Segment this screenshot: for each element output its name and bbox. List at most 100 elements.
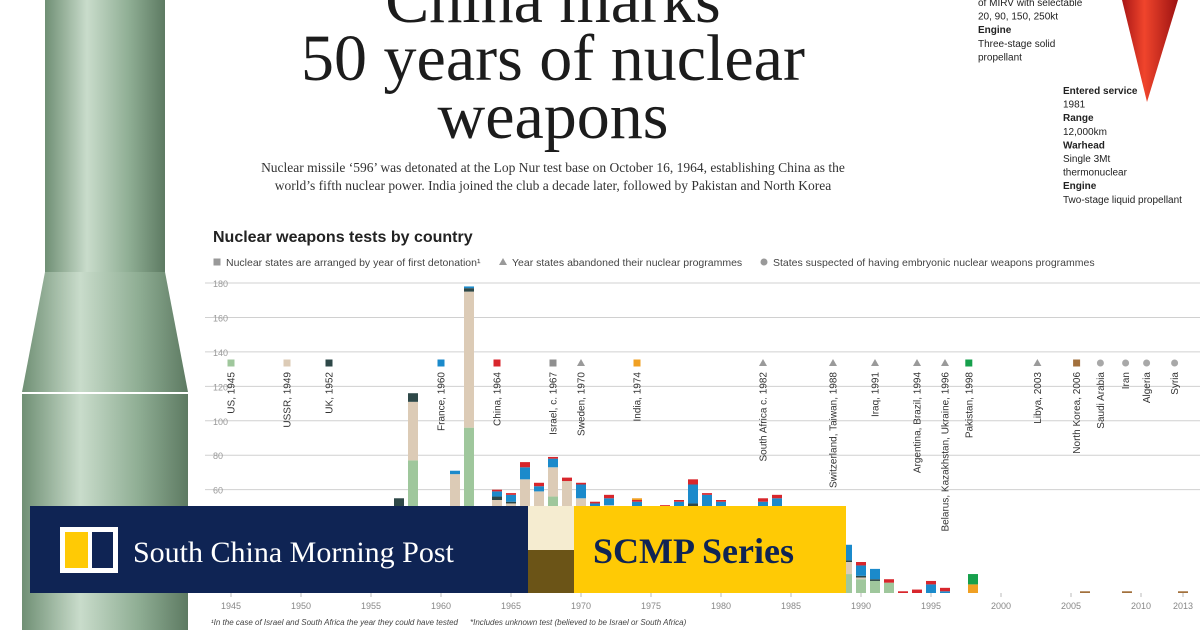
- bar-segment: [590, 501, 600, 504]
- footnote: ¹In the case of Israel and South Africa …: [211, 618, 459, 627]
- y-tick-label: 80: [213, 451, 223, 461]
- bar-segment: [520, 479, 530, 511]
- chart-title: Nuclear weapons tests by country: [213, 229, 473, 246]
- bar-segment: [856, 579, 866, 593]
- bar-segment: [926, 584, 936, 593]
- annotation-label: Saudi Arabia: [1096, 372, 1107, 429]
- bar-segment: [968, 584, 978, 593]
- bar-segment: [758, 498, 768, 502]
- marker: [1073, 359, 1081, 367]
- bar-segment: [464, 288, 474, 292]
- x-tick-label: 1980: [711, 601, 731, 611]
- bar-segment: [856, 577, 866, 580]
- bar-segment: [870, 580, 880, 593]
- bar-segment: [870, 568, 880, 580]
- marker: [437, 359, 445, 367]
- marker: [499, 258, 507, 265]
- logo: [65, 532, 88, 568]
- spec-line: 1981: [1063, 100, 1086, 111]
- spec-line: Warhead: [1063, 140, 1105, 151]
- annotation-label: Switzerland, Taiwan, 1988: [829, 372, 840, 488]
- banner-gap: [528, 550, 574, 593]
- series-name: SCMP Series: [593, 531, 794, 571]
- x-tick-label: 1985: [781, 601, 801, 611]
- bar-segment: [968, 574, 978, 585]
- bar-segment: [548, 458, 558, 468]
- bar-segment: [534, 482, 544, 487]
- bar-segment: [772, 498, 782, 513]
- bar-segment: [940, 591, 950, 593]
- marker: [1171, 359, 1179, 367]
- marker: [913, 359, 921, 366]
- x-tick-label: 2000: [991, 601, 1011, 611]
- spec-line: Three-stage solid: [978, 39, 1055, 50]
- bar-segment: [562, 477, 572, 482]
- bar-segment: [856, 565, 866, 576]
- title-line: China marks: [385, 0, 720, 37]
- x-tick-label: 1955: [361, 601, 381, 611]
- bar-segment: [604, 498, 614, 506]
- annotation-label: India, 1974: [633, 372, 644, 422]
- spec-line: Entered service: [1063, 86, 1138, 97]
- specs: of MIRV with selectable 20, 90, 150, 250k…: [978, 0, 1182, 206]
- bar-segment: [926, 580, 936, 585]
- x-tick-label: 1990: [851, 601, 871, 611]
- marker: [941, 359, 949, 366]
- bar-segment: [492, 489, 502, 492]
- bar-segment: [604, 494, 614, 499]
- bar-segment: [702, 493, 712, 495]
- annotation-label: Belarus, Kazakhstan, Ukraine, 1996: [941, 372, 952, 532]
- bar-segment: [912, 589, 922, 593]
- bar-segment: [842, 562, 852, 575]
- marker: [1143, 359, 1151, 367]
- spec-line: Range: [1063, 113, 1094, 124]
- marker: [227, 359, 235, 367]
- bar-segment: [1080, 591, 1090, 593]
- bar-segment: [688, 479, 698, 485]
- annotation-label: Argentina, Brazil, 1994: [913, 372, 924, 474]
- warhead-tip: [1122, 0, 1178, 102]
- bar-segment: [940, 587, 950, 592]
- x-tick-label: 1960: [431, 601, 451, 611]
- bar-segment: [506, 493, 516, 495]
- bar-segment: [576, 484, 586, 499]
- bar-segment: [520, 462, 530, 468]
- marker: [577, 359, 585, 366]
- annotation-label: China, 1964: [493, 372, 504, 426]
- spec-line: of MIRV with selectable: [978, 0, 1083, 9]
- x-tick-label: 1945: [221, 601, 241, 611]
- annotation-label: Iran: [1121, 372, 1132, 389]
- publisher: South China Morning Post: [133, 536, 455, 569]
- subtitle-line: world’s fifth nuclear power. India joine…: [275, 178, 832, 193]
- bar-segment: [632, 498, 642, 500]
- bar-segment: [408, 401, 418, 461]
- annotation-label: US, 1945: [227, 372, 238, 414]
- subtitle-line: Nuclear missile ‘596’ was detonated at t…: [261, 160, 845, 175]
- bar-segment: [870, 579, 880, 581]
- bar-segment: [492, 496, 502, 500]
- marker: [549, 359, 557, 367]
- banner-gap: [528, 506, 574, 550]
- bar-segment: [716, 500, 726, 502]
- spec-line: Engine: [978, 25, 1012, 36]
- bar-segment: [576, 482, 586, 485]
- legend-label: Year states abandoned their nuclear prog…: [512, 257, 742, 269]
- annotation-label: France, 1960: [437, 372, 448, 431]
- marker: [1096, 359, 1104, 367]
- y-tick-label: 100: [213, 417, 228, 427]
- annotation-label: Sweden, 1970: [577, 372, 588, 436]
- spec-line: Two-stage liquid propellant: [1063, 195, 1182, 206]
- bar-segment: [394, 498, 404, 511]
- spec-line: 20, 90, 150, 250kt: [978, 12, 1058, 23]
- bar-segment: [688, 503, 698, 507]
- bar-segment: [884, 579, 894, 583]
- bar-segment: [842, 544, 852, 561]
- bar-segment: [408, 393, 418, 402]
- missile-body: [45, 0, 165, 272]
- y-tick-label: 160: [213, 313, 228, 323]
- spec-line: thermonuclear: [1063, 168, 1128, 179]
- bar-segment: [1122, 591, 1132, 593]
- marker: [325, 359, 333, 367]
